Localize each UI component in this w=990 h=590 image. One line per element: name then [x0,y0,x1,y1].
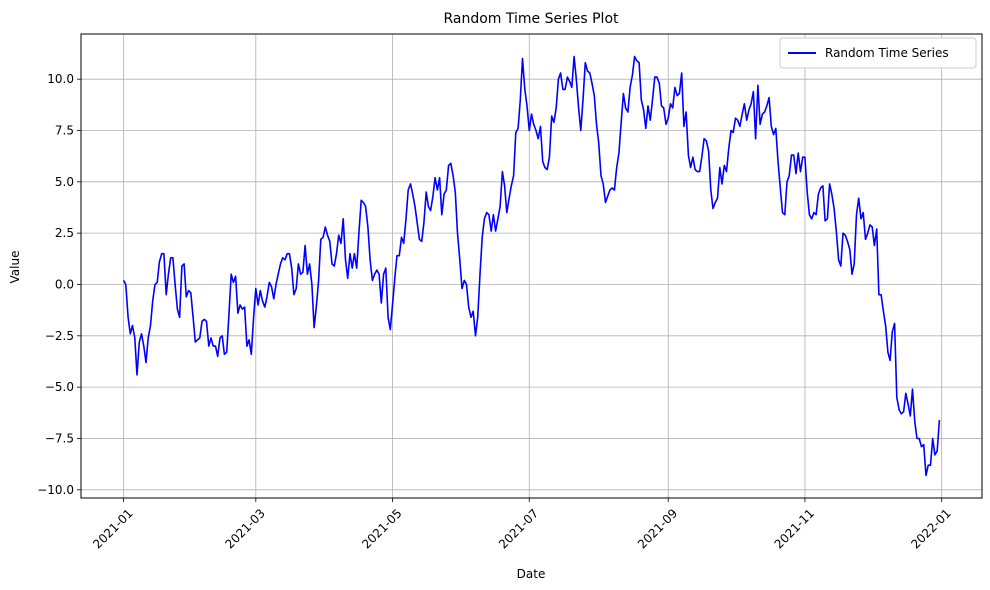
y-tick-label: −10.0 [37,483,74,497]
plot-area-frame [80,33,983,499]
y-tick-label: −5.0 [45,380,74,394]
legend: Random Time Series [779,37,977,69]
legend-box [779,37,977,69]
y-tick-label: 10.0 [47,72,74,86]
x-axis-title: Date [517,567,546,581]
y-axis-title: Value [8,251,22,284]
y-tick-label: −7.5 [45,431,74,445]
y-tick-label: 2.5 [55,226,74,240]
legend-label: Random Time Series [825,46,949,60]
y-axis: −10.0 −7.5 −5.0 −2.5 0.0 2.5 5.0 7.5 10.0 [37,72,81,497]
series-layer [122,55,941,477]
y-tick-label: −2.5 [45,329,74,343]
y-tick-label: 7.5 [55,123,74,137]
series-line [122,55,941,477]
y-tick-label: 5.0 [55,175,74,189]
y-tick-label: 0.0 [55,277,74,291]
chart-title: Random Time Series Plot [443,11,619,27]
